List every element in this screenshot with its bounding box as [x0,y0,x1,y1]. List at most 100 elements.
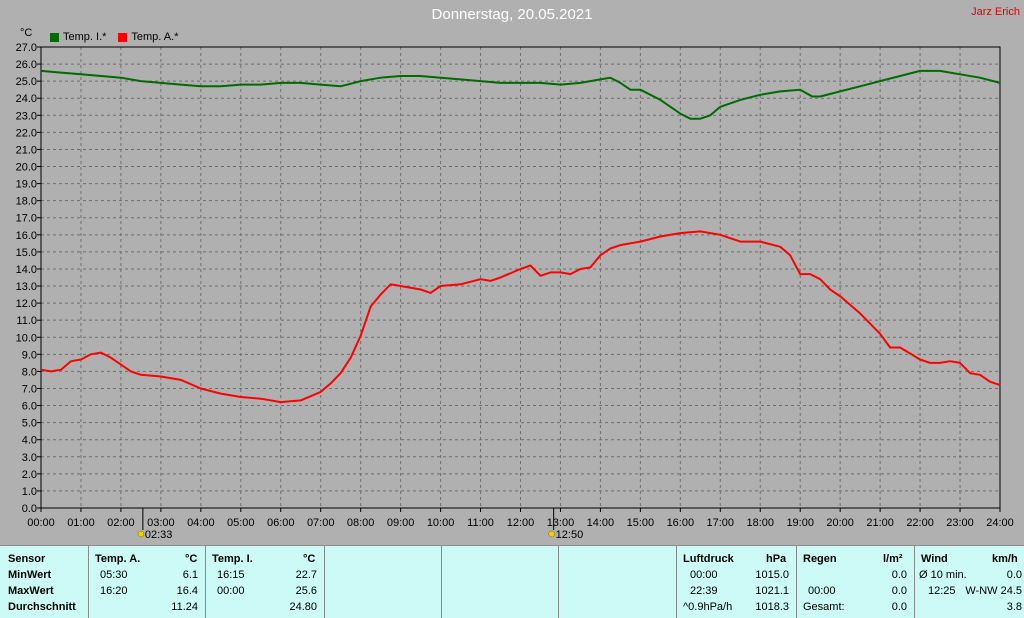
series-line-temp-i [40,69,1001,120]
pressure-trend: ^0.9hPa/h [683,601,733,613]
y-axis-unit: °C [20,27,33,39]
sun-marker-label: 02:33 [145,529,173,541]
legend-label-temp-i: Temp. I.* [63,31,107,43]
y-tick-label: 19.0 [16,179,37,191]
col-divider [558,545,559,618]
x-tick-label: 11:00 [467,517,494,529]
stats-panel: Sensor MinWert MaxWert Durchschnitt Temp… [0,545,1024,618]
x-tick-label: 19:00 [786,517,814,529]
plot-border [40,46,1001,509]
rain-r2-time: 00:00 [808,585,836,597]
y-tick-label: 4.0 [22,435,37,447]
y-tick-label: 15.0 [16,247,37,259]
pressure-unit: hPa [766,553,787,565]
sun-icon [137,530,145,538]
y-tick-label: 1.0 [22,486,37,498]
x-tick-label: 00:00 [27,517,55,529]
y-tick-label: 8.0 [22,366,37,378]
y-tick-label: 16.0 [16,230,37,242]
pressure-header: Luftdruck [683,553,734,565]
x-tick-label: 15:00 [627,517,655,529]
x-tick-label: 13:00 [547,517,575,529]
x-tick-label: 12:00 [507,517,535,529]
y-tick-label: 23.0 [16,110,37,122]
chart-title: Donnerstag, 20.05.2021 [431,6,593,23]
temp-a-avg-value: 11.24 [171,601,198,613]
temp-a-header: Temp. A. [95,553,141,565]
temp-i-max-value: 25.6 [295,585,317,597]
wind-unit: km/h [992,553,1018,565]
rain-r2-value: 0.0 [891,585,907,597]
y-tick-label: 5.0 [22,418,37,430]
col-divider [324,545,325,618]
y-tick-label: 11.0 [16,315,37,327]
wind-avg-value: 0.0 [1006,569,1022,581]
x-tick-label: 22:00 [906,517,934,529]
col-divider [88,545,89,618]
pressure-r2-value: 1021.1 [755,585,789,597]
wind-gust-value: W-NW 24.5 [965,585,1022,597]
col-divider [441,545,442,618]
legend-swatch-temp-a [118,32,128,42]
x-tick-label: 04:00 [187,517,215,529]
legend-item-temp-i: Temp. I.* [50,31,106,43]
x-tick-label: 20:00 [826,517,854,529]
temp-i-min-time: 16:15 [217,569,245,581]
temp-i-avg-value: 24.80 [289,601,317,613]
y-tick-label: 24.0 [16,93,37,105]
x-tick-label: 16:00 [667,517,695,529]
y-tick-label: 26.0 [16,59,37,71]
temp-i-header: Temp. I. [212,553,253,565]
col-divider [205,545,206,618]
rain-total-value: 0.0 [891,601,907,613]
pressure-r1-value: 1015.0 [755,569,789,581]
x-tick-label: 02:00 [107,517,135,529]
y-tick-label: 6.0 [22,401,37,413]
sun-marker-label: 12:50 [556,529,584,541]
x-tick-label: 06:00 [267,517,295,529]
y-tick-label: 0.0 [22,503,37,515]
y-tick-label: 10.0 [16,332,37,344]
legend: Temp. I.* Temp. A.* [50,31,178,43]
min-label: MinWert [8,569,52,581]
col-divider [796,545,797,618]
x-tick-label: 10:00 [427,517,455,529]
rain-total-label: Gesamt: [803,601,845,613]
col-divider [676,545,677,618]
x-tick-label: 14:00 [587,517,615,529]
y-tick-label: 25.0 [16,76,37,88]
temp-a-max-value: 16.4 [176,585,198,597]
chart-canvas: 0.0 1.0 2.0 3.0 4.0 5.0 6.0 7.0 8.0 9.0 10.0 11.0 12… [16,42,1014,541]
rain-unit: l/m² [883,553,903,565]
pressure-r3-value: 1018.3 [755,601,789,613]
y-tick-label: 20.0 [16,162,37,174]
legend-label-temp-a: Temp. A.* [131,31,179,43]
y-tick-label: 13.0 [16,281,37,293]
y-tick-label: 22.0 [16,127,37,139]
temp-i-min-value: 22.7 [295,569,317,581]
wind-avg-label: Ø 10 min. [919,569,967,581]
max-label: MaxWert [8,585,54,597]
col-divider [914,545,915,618]
y-tick-label: 27.0 [16,42,37,54]
sensor-header: Sensor [8,553,46,565]
x-tick-label: 18:00 [746,517,774,529]
legend-swatch-temp-i [50,32,59,42]
stats-top-border [0,545,1024,546]
avg-label: Durchschnitt [8,601,76,613]
temp-i-max-time: 00:00 [217,585,245,597]
pressure-r2-time: 22:39 [690,585,718,597]
x-tick-label: 09:00 [387,517,415,529]
temp-a-unit: °C [185,553,198,565]
temp-i-unit: °C [303,553,316,565]
pressure-r1-time: 00:00 [690,569,718,581]
x-tick-label: 21:00 [866,517,894,529]
x-tick-label: 08:00 [347,517,375,529]
y-tick-label: 9.0 [22,349,37,361]
x-tick-label: 01:00 [67,517,95,529]
y-tick-label: 12.0 [16,298,37,310]
temp-a-max-time: 16:20 [100,585,128,597]
rain-r1-value: 0.0 [891,569,907,581]
wind-r3-value: 3.8 [1006,601,1022,613]
series-line-temp-a [40,230,1001,404]
